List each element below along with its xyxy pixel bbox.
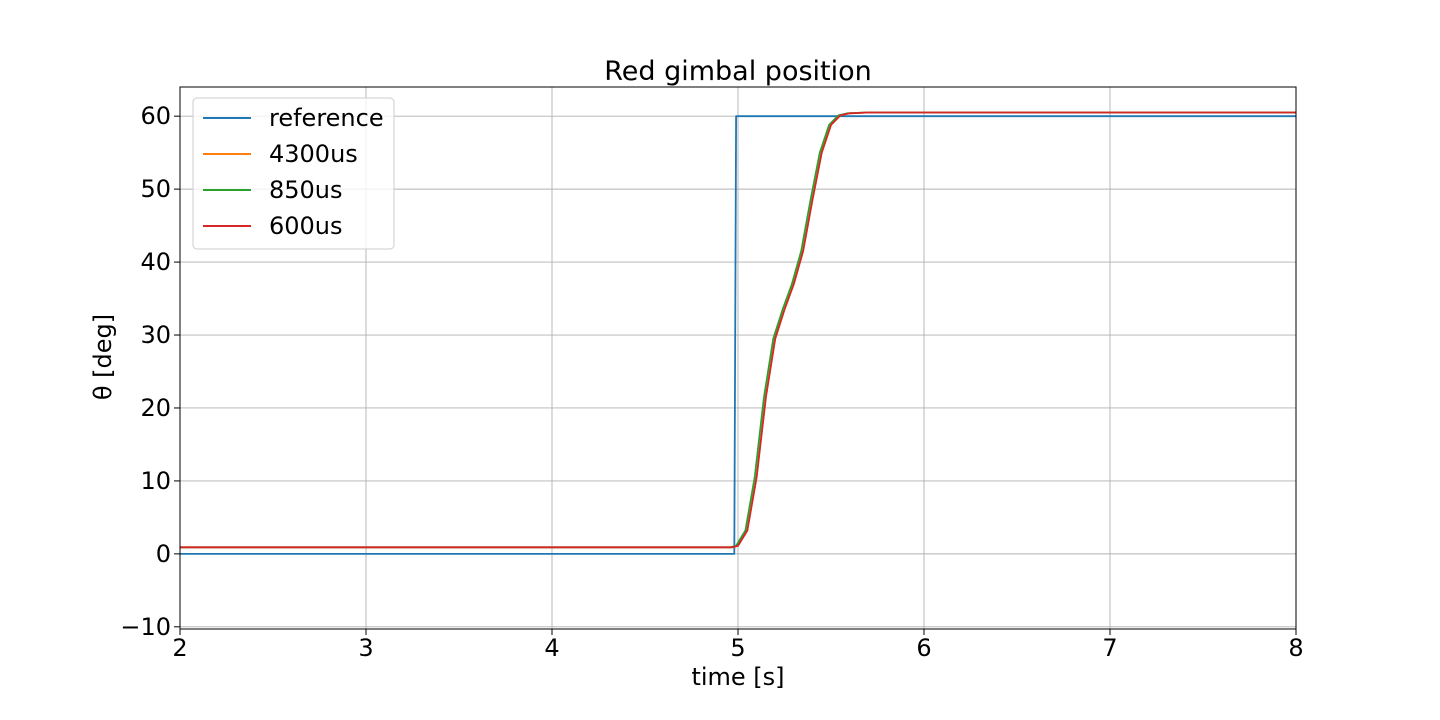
legend: reference 4300us 850us 600us [192, 97, 395, 250]
x-tick-label: 7 [1102, 634, 1117, 662]
legend-label: 850us [269, 176, 343, 204]
y-tick-label: 20 [140, 394, 171, 422]
y-tick-label: 60 [140, 102, 171, 130]
x-tick-label: 3 [358, 634, 373, 662]
legend-box [192, 97, 395, 250]
y-tick-label: 0 [156, 540, 171, 568]
series-line-reference [180, 115, 1296, 555]
x-tick-label: 5 [730, 634, 745, 662]
y-tick-label: 30 [140, 321, 171, 349]
x-tick-label: 4 [544, 634, 559, 662]
y-tick-label: 50 [140, 175, 171, 203]
x-tick-label: 8 [1288, 634, 1303, 662]
x-axis-label: time [s] [691, 663, 784, 691]
legend-label: 600us [269, 212, 343, 240]
y-tick-label: 40 [140, 248, 171, 276]
chart-title: Red gimbal position [604, 56, 872, 87]
legend-label: reference [269, 104, 384, 132]
y-tick-label: 10 [140, 467, 171, 495]
x-tick-label: 6 [916, 634, 931, 662]
legend-label: 4300us [269, 140, 358, 168]
grid [179, 87, 1297, 629]
series-line-600us [180, 111, 1296, 549]
y-axis-label: θ [deg] [89, 314, 117, 400]
axis-ticks: 2 3 4 5 6 7 8 −10 0 10 20 30 40 50 60 [120, 102, 1303, 662]
x-tick-label: 2 [172, 634, 187, 662]
y-tick-label: −10 [120, 613, 171, 641]
plot-series [180, 111, 1296, 555]
